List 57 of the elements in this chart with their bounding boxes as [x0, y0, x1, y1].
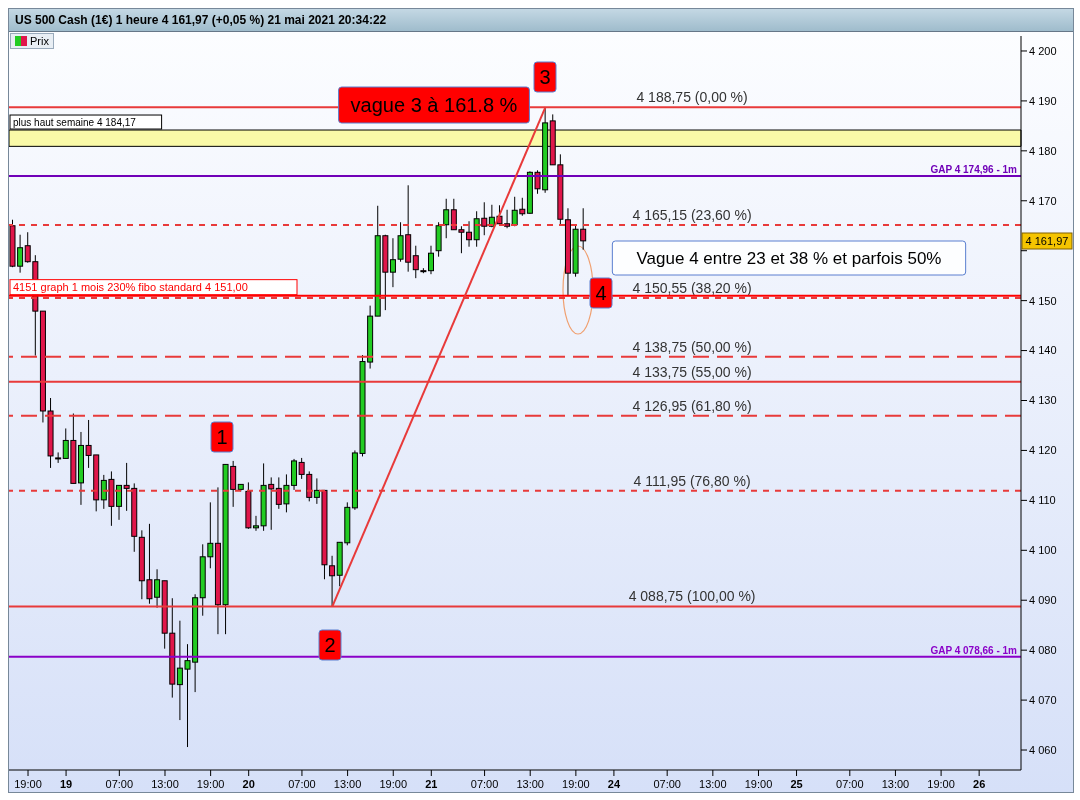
x-tick-label: 13:00 [333, 778, 362, 790]
y-tick-label: 4 090 [1029, 594, 1057, 607]
ref-line-label: 4 126,95 (61,80 %) [632, 397, 752, 414]
annotation: vague 3 à 161.8 % [350, 94, 518, 116]
ref-line-label: 4 188,75 (0,00 %) [636, 89, 748, 106]
ref-line-label: GAP 4 174,96 - 1m [930, 164, 1018, 176]
legend-label: Prix [29, 35, 49, 47]
x-tick-label: 13:00 [699, 778, 727, 790]
y-tick-label: 4 110 [1029, 494, 1056, 507]
x-tick-label: 26 [973, 778, 986, 790]
x-tick-label: 19:00 [562, 778, 590, 790]
x-tick-label: 07:00 [470, 778, 499, 790]
chart-title: US 500 Cash (1€) 1 heure 4 161,97 (+0,05 %) 21 mai 2021 20:34:22 [9, 9, 1073, 32]
y-tick-label: 4 060 [1029, 743, 1057, 756]
y-tick-label: 4 150 [1029, 294, 1057, 307]
x-tick-label: 13:00 [151, 778, 179, 790]
y-tick-label: 4 120 [1029, 444, 1057, 457]
y-tick-label: 4 200 [1029, 44, 1057, 57]
annotation: 3 [539, 66, 551, 88]
text: 4 161,97 [1025, 235, 1069, 247]
annotation: Vague 4 entre 23 et 38 % et parfois 50% [636, 249, 942, 268]
x-tick-label: 07:00 [836, 778, 864, 790]
x-tick-label: 25 [790, 778, 803, 790]
x-tick-label: 20 [242, 778, 255, 790]
ref-line-label: 4 111,95 (76,80 %) [633, 472, 751, 489]
y-tick-label: 4 070 [1029, 694, 1057, 706]
annotation: 4 [595, 282, 607, 304]
x-tick-label: 13:00 [881, 778, 910, 790]
x-tick-label: 24 [607, 778, 621, 790]
annotation: 1 [216, 426, 228, 448]
x-tick-label: 19:00 [196, 778, 225, 790]
y-tick-label: 4 180 [1029, 144, 1057, 157]
ref-line-label: 4 088,75 (100,00 %) [628, 588, 756, 605]
ref-line-label: GAP 4 078,66 - 1m [930, 644, 1018, 656]
ref-line-label: 4 138,75 (50,00 %) [632, 338, 752, 355]
x-tick-label: 13:00 [516, 778, 544, 790]
x-tick-label: 07:00 [653, 778, 681, 790]
x-tick-label: 07:00 [105, 778, 134, 790]
y-tick-label: 4 190 [1029, 94, 1057, 107]
y-tick-label: 4 140 [1029, 344, 1057, 357]
y-tick-label: 4 130 [1029, 394, 1057, 407]
y-tick-label: 4 080 [1029, 644, 1057, 657]
ref-line-label: 4151 graph 1 mois 230% fibo standard 4 151,00 [13, 281, 248, 294]
x-tick-label: 19:00 [14, 778, 42, 790]
y-tick-label: 4 170 [1029, 194, 1057, 207]
x-tick-label: 19:00 [379, 778, 408, 790]
x-tick-label: 07:00 [288, 778, 316, 790]
band-label: plus haut semaine 4 184,17 [13, 117, 137, 129]
x-tick-label: 19:00 [927, 778, 955, 790]
ref-line-label: 4 165,15 (23,60 %) [632, 206, 752, 223]
ref-line-label: 4 133,75 (55,00 %) [632, 363, 752, 380]
y-tick-label: 4 100 [1029, 544, 1057, 557]
annotation: 2 [324, 634, 336, 656]
x-tick-label: 19:00 [744, 778, 773, 790]
x-tick-label: 21 [425, 778, 438, 790]
x-tick-label: 19 [59, 778, 73, 790]
ref-line-label: 4 150,55 (38,20 %) [632, 279, 752, 296]
